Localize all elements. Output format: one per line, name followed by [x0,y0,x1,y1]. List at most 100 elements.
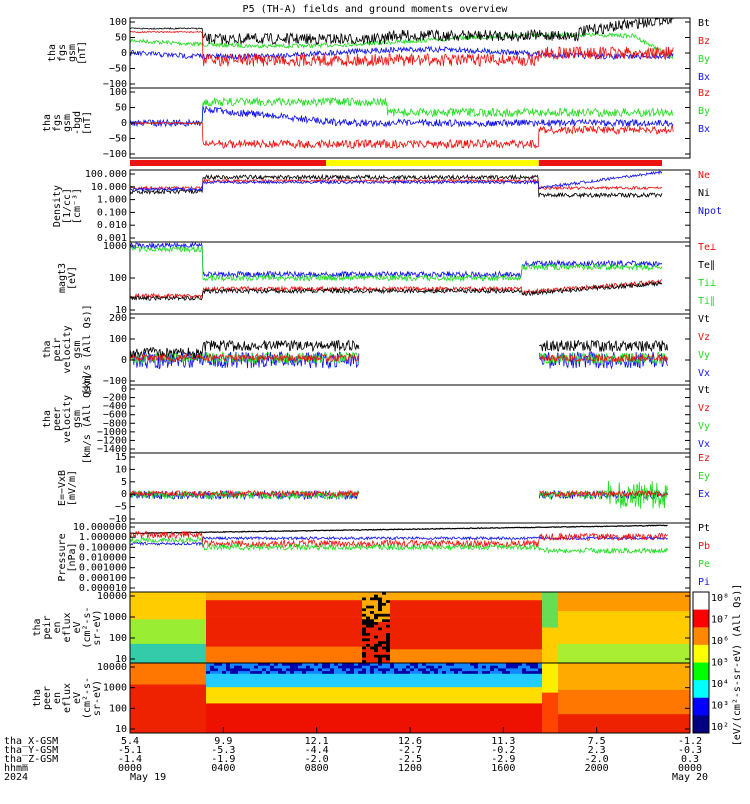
spectrogram-cell [554,603,558,606]
spectrogram-cell [678,608,682,611]
spectrogram-cell [246,709,250,712]
spectrogram-cell [182,698,186,701]
spectrogram-cell [462,608,466,611]
spectrogram-cell [158,633,162,636]
spectrogram-cell [510,622,514,625]
spectrogram-cell [374,600,378,603]
spectrogram-cell [366,617,370,620]
spectrogram-cell [582,622,586,625]
spectrogram-cell [298,630,302,633]
spectrogram-cell [494,636,498,639]
spectrogram-cell [166,668,170,671]
spectrogram-cell [222,649,226,652]
spectrogram-cell [414,630,418,633]
spectrogram-cell [330,644,334,647]
spectrogram-cell [202,598,206,601]
spectrogram-cell [558,622,562,625]
spectrogram-cell [554,614,558,617]
spectrogram-cell [150,728,154,731]
spectrogram-cell [462,641,466,644]
spectrogram-cell [190,687,194,690]
spectrogram-cell [410,625,414,628]
spectrogram-cell [446,641,450,644]
spectrogram-cell [362,644,366,647]
spectrogram-cell [314,655,318,658]
spectrogram-cell [190,682,194,685]
spectrogram-cell [182,674,186,677]
spectrogram-cell [658,622,662,625]
spectrogram-cell [222,698,226,701]
spectrogram-cell [130,668,134,671]
spectrogram-cell [518,600,522,603]
spectrogram-cell [318,595,322,598]
spectrogram-cell [418,608,422,611]
spectrogram-cell [170,649,174,652]
spectrogram-cell [334,619,338,622]
spectrogram-cell [538,617,542,620]
spectrogram-cell [514,595,518,598]
spectrogram-cell [266,595,270,598]
spectrogram-cell [526,644,530,647]
spectrogram-cell [446,655,450,658]
spectrogram-cell [550,619,554,622]
spectrogram-cell [642,600,646,603]
spectrogram-cell [394,617,398,620]
spectrogram-cell [186,698,190,701]
spectrogram-cell [230,698,234,701]
spectrogram-cell [418,649,422,652]
spectrogram-cell [170,701,174,704]
spectrogram-cell [162,717,166,720]
spectrogram-cell [634,636,638,639]
spectrogram-cell [278,725,282,728]
y-axis-label: magt3[eV] [57,263,78,293]
spectrogram-cell [674,644,678,647]
spectrogram-cell [218,682,222,685]
spectrogram-cell [538,652,542,655]
spectrogram-cell [438,658,442,661]
spectrogram-cell [202,617,206,620]
spectrogram-cell [338,608,342,611]
spectrogram-cell [290,652,294,655]
spectrogram-cell [154,703,158,706]
spectrogram-cell [594,595,598,598]
spectrogram-cell [454,595,458,598]
spectrogram-cell [314,617,318,620]
spectrogram-cell [506,619,510,622]
spectrogram-cell [466,644,470,647]
spectrogram-cell [330,625,334,628]
spectrogram-cell [578,603,582,606]
spectrogram-cell [234,598,238,601]
spectrogram-cell [206,703,210,706]
spectrogram-cell [214,641,218,644]
spectrogram-cell [386,658,390,661]
spectrogram-cell [222,668,226,671]
spectrogram-cell [190,685,194,688]
spectrogram-cell [226,698,230,701]
spectrogram-cell [522,655,526,658]
spectrogram-cell [590,630,594,633]
spectrogram-cell [374,595,378,598]
spectrogram-cell [278,728,282,731]
spectrogram-cell [234,701,238,704]
spectrogram-cell [290,611,294,614]
spectrogram-cell [174,682,178,685]
spectrogram-cell [274,600,278,603]
spectrogram-cell [254,655,258,658]
spectrogram-cell [426,641,430,644]
spectrogram-cell [294,622,298,625]
spectrogram-cell [486,652,490,655]
spectrogram-cell [530,611,534,614]
spectrogram-cell [266,720,270,723]
spectrogram-cell [294,682,298,685]
spectrogram-cell [134,644,138,647]
spectrogram-cell [646,603,650,606]
spectrogram-cell [510,628,514,631]
spectrogram-cell [478,628,482,631]
spectrogram-cell [494,644,498,647]
spectrogram-cell [642,649,646,652]
spectrogram-cell [518,649,522,652]
spectrogram-cell [346,603,350,606]
spectrogram-cell [314,614,318,617]
spectrogram-cell [414,622,418,625]
